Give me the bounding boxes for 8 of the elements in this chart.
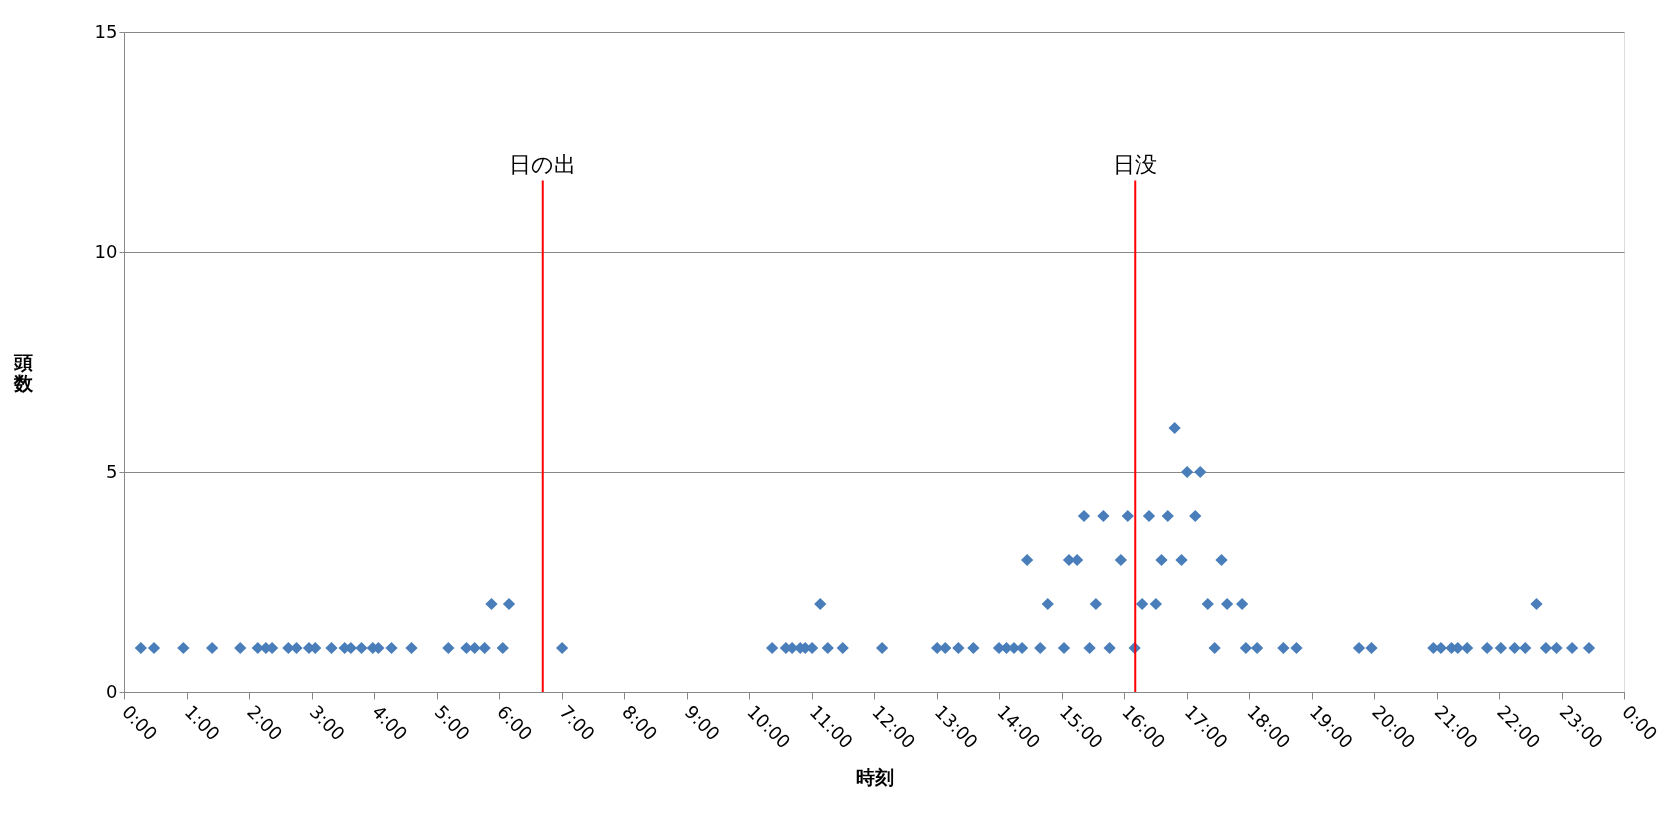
y-tick-label: 0 bbox=[106, 680, 118, 702]
y-axis-title: 頭数 bbox=[13, 350, 35, 394]
ref-line-label: 日の出 bbox=[509, 151, 577, 177]
x-axis-title: 時刻 bbox=[855, 765, 894, 788]
y-tick-label: 5 bbox=[106, 460, 118, 482]
y-tick-label: 10 bbox=[94, 240, 118, 262]
ref-line-label: 日没 bbox=[1113, 151, 1158, 177]
y-tick-label: 15 bbox=[94, 20, 118, 42]
